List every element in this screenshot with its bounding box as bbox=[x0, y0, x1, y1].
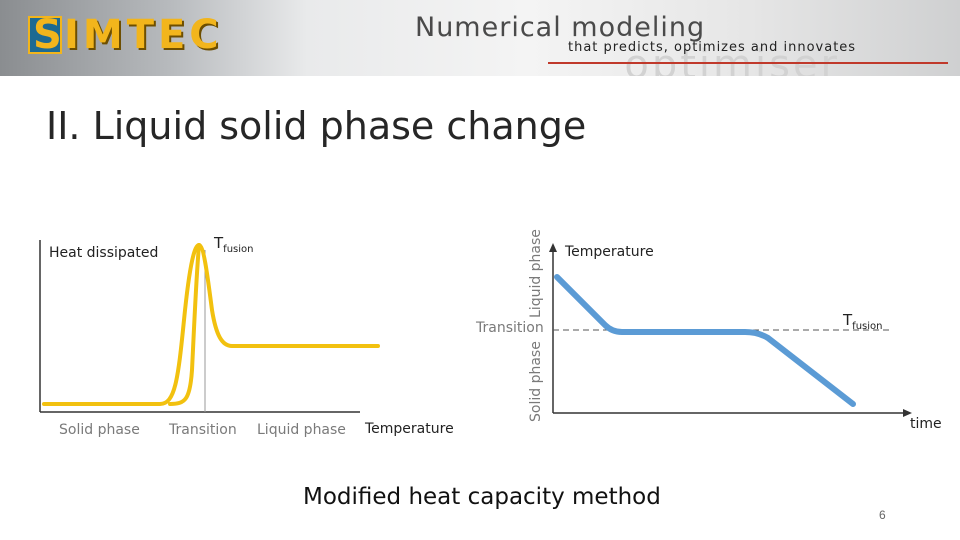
tagline-main: Numerical modeling bbox=[415, 12, 706, 43]
page-number: 6 bbox=[879, 508, 886, 522]
right-chart-temperature-curve bbox=[554, 274, 856, 407]
left-chart-heat-curve-back bbox=[168, 243, 201, 406]
right-chart-x-arrow bbox=[903, 409, 912, 417]
right-chart-tfusion-sub: fusion bbox=[852, 321, 883, 332]
right-chart-y-arrow bbox=[549, 243, 557, 252]
left-chart-ylabel: Heat dissipated bbox=[49, 245, 159, 261]
tagline-sub: that predicts, optimizes and innovates bbox=[568, 40, 857, 55]
slide-title: II. Liquid solid phase change bbox=[46, 104, 587, 148]
right-chart-tfusion-main: T bbox=[843, 311, 853, 329]
logo-s-icon: S bbox=[33, 12, 62, 58]
logo: IMTEC bbox=[64, 12, 223, 58]
left-chart-tfusion-label: Tfusion bbox=[214, 234, 253, 255]
right-chart-xlabel: time bbox=[910, 416, 942, 432]
right-chart-tfusion-label: Tfusion bbox=[843, 311, 882, 332]
left-chart-region-transition: Transition bbox=[169, 422, 237, 438]
right-chart-region-transition: Transition bbox=[476, 320, 544, 336]
left-chart-region-liquid: Liquid phase bbox=[257, 422, 346, 438]
right-chart-region-solid: Solid phase bbox=[528, 341, 544, 422]
banner-decoration-text: optimiser bbox=[624, 42, 840, 76]
banner-divider bbox=[548, 62, 948, 64]
slide-caption: Modified heat capacity method bbox=[303, 484, 661, 510]
left-chart-heat-curve bbox=[42, 243, 380, 406]
left-chart-tfusion-sub: fusion bbox=[223, 244, 254, 255]
logo-emblem bbox=[28, 16, 62, 54]
left-chart-xlabel: Temperature bbox=[365, 421, 454, 437]
right-chart-region-liquid: Liquid phase bbox=[528, 229, 544, 318]
left-chart-tfusion-main: T bbox=[214, 234, 224, 252]
right-chart-ylabel: Temperature bbox=[565, 244, 654, 260]
left-chart-region-solid: Solid phase bbox=[59, 422, 140, 438]
header-banner: optimiser S IMTEC Numerical modeling tha… bbox=[0, 0, 960, 76]
